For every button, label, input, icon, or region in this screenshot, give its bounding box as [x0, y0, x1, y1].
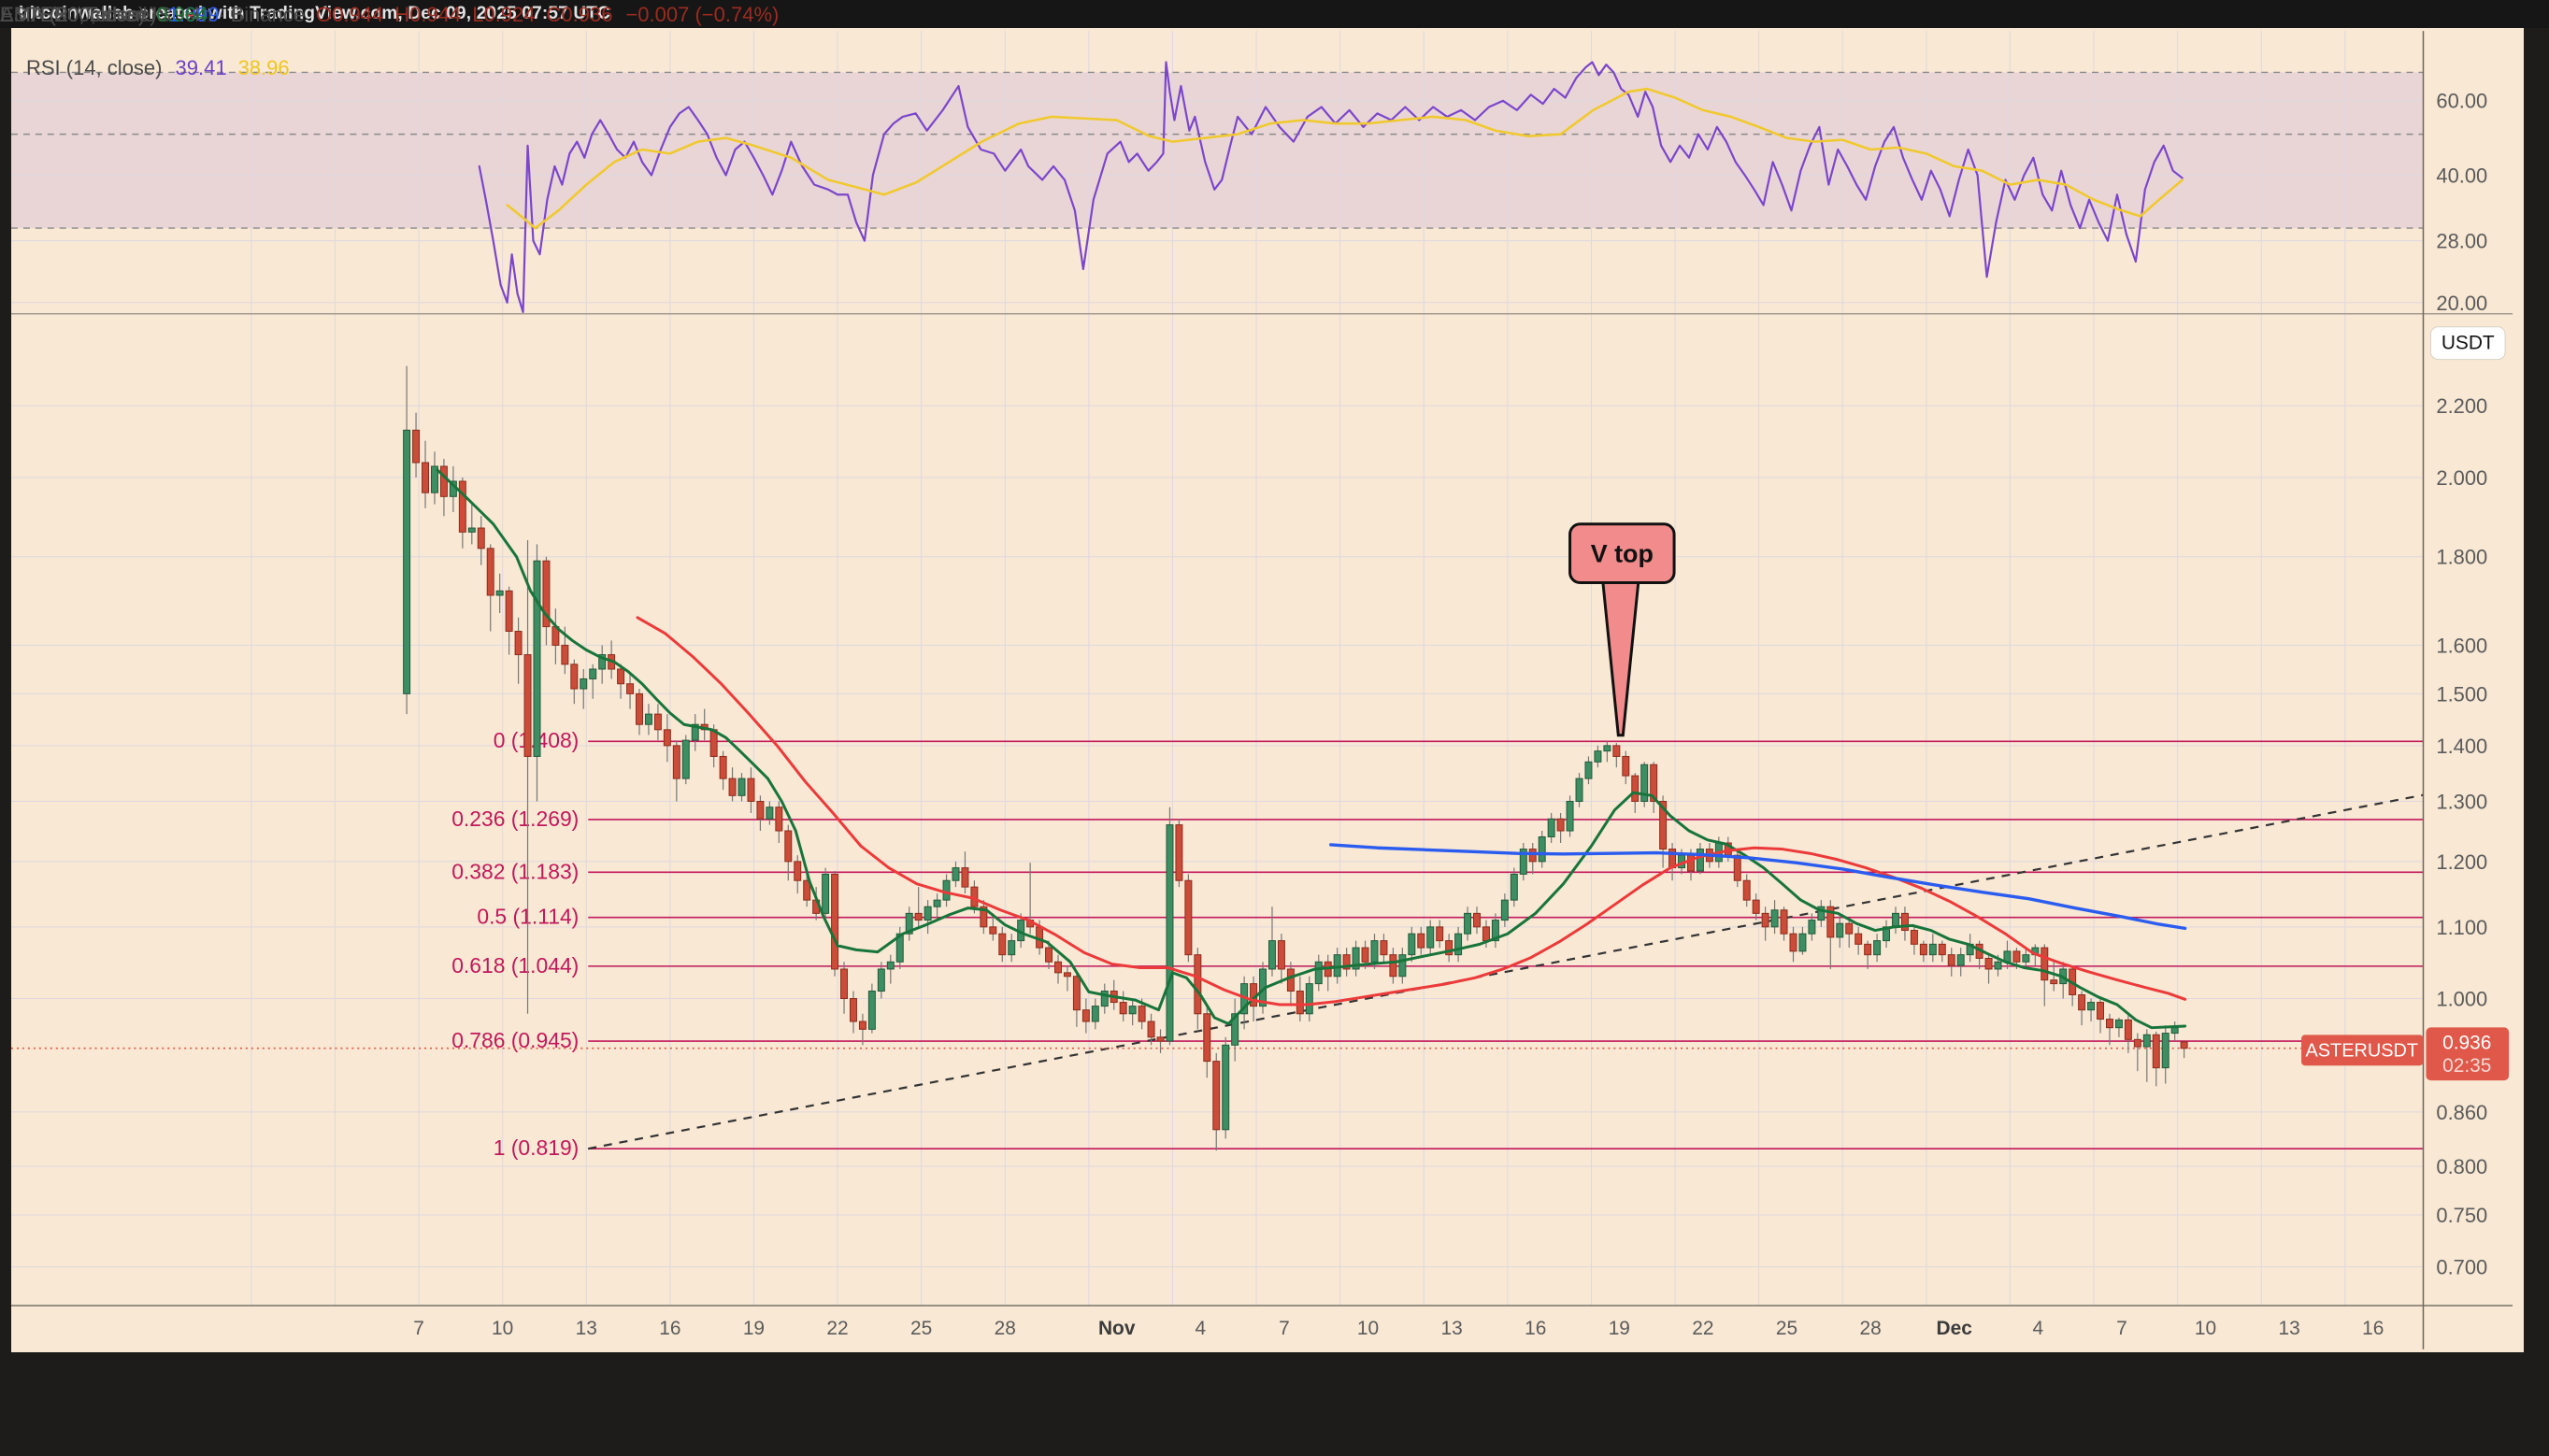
symbol-legend-row[interactable]: ASTER / TetherUS · 4h · Binance O0.944 H0.…	[0, 0, 779, 29]
symbol-tag-text: ASTERUSDT	[2305, 1040, 2418, 1061]
svg-text:0.618 (1.044): 0.618 (1.044)	[451, 953, 579, 978]
svg-text:16: 16	[1525, 1318, 1546, 1339]
svg-text:1 (0.819): 1 (0.819)	[494, 1135, 580, 1160]
svg-text:19: 19	[1609, 1318, 1630, 1339]
svg-text:60.00: 60.00	[2436, 90, 2487, 113]
rsi-legend-name: RSI (14, close)	[26, 56, 163, 79]
svg-text:0.382 (1.183): 0.382 (1.183)	[451, 859, 579, 883]
ohlc-low: L0.924	[472, 3, 536, 26]
ema-overlays	[436, 468, 2187, 1030]
svg-text:2.200: 2.200	[2436, 394, 2487, 418]
svg-text:Nov: Nov	[1098, 1318, 1136, 1339]
ema20-value: 0.964	[156, 3, 208, 26]
svg-text:1.500: 1.500	[2436, 682, 2487, 706]
svg-text:0.236 (1.269): 0.236 (1.269)	[451, 807, 579, 831]
svg-text:28: 28	[1859, 1318, 1881, 1339]
svg-text:1.400: 1.400	[2436, 735, 2487, 758]
svg-text:28: 28	[995, 1318, 1016, 1339]
bar-countdown: 02:35	[2442, 1055, 2491, 1077]
ema200-value: 1.099	[167, 3, 220, 26]
rsi-band-lines	[11, 71, 2424, 229]
candlestick-series	[403, 365, 2188, 1151]
svg-text:0.860: 0.860	[2436, 1101, 2487, 1124]
symbol-price-label: ASTERUSDT	[2301, 1035, 2424, 1066]
svg-text:16: 16	[2362, 1318, 2384, 1339]
ema50-value: 0.999	[156, 3, 208, 26]
svg-text:19: 19	[743, 1318, 765, 1339]
svg-text:1.800: 1.800	[2436, 546, 2487, 569]
svg-text:1.600: 1.600	[2436, 634, 2487, 657]
axis-labels[interactable]: 60.00 40.00 28.00 20.00 2.200 2.000 1.800 1.600…	[413, 90, 2487, 1339]
svg-text:2.000: 2.000	[2436, 466, 2487, 490]
usdt-button[interactable]: USDT	[2429, 326, 2506, 361]
rsi-legend[interactable]: RSI (14, close) 39.41 38.96	[26, 56, 290, 80]
svg-text:0.800: 0.800	[2436, 1155, 2487, 1178]
rsi-value: 39.41	[175, 56, 227, 79]
svg-text:13: 13	[576, 1318, 597, 1339]
symbol-title: ASTER / TetherUS · 4h · Binance	[0, 3, 306, 26]
svg-text:0.700: 0.700	[2436, 1255, 2487, 1278]
svg-text:4: 4	[2033, 1318, 2044, 1339]
chart-canvas[interactable]: 0 (1.408)0.236 (1.269)0.382 (1.183)0.5 (…	[11, 28, 2524, 1352]
svg-text:1.300: 1.300	[2436, 790, 2487, 813]
rsi-ma-value: 38.96	[237, 56, 290, 79]
svg-text:0.750: 0.750	[2436, 1204, 2487, 1227]
svg-text:10: 10	[492, 1318, 513, 1339]
svg-text:10: 10	[1357, 1318, 1379, 1339]
ohlc-close: C0.936	[546, 3, 613, 26]
vtop-annotation[interactable]: V top	[1568, 522, 1676, 737]
svg-text:10: 10	[2195, 1318, 2216, 1339]
svg-text:25: 25	[910, 1318, 932, 1339]
change-value: −0.007 (−0.74%)	[625, 3, 780, 26]
svg-text:22: 22	[1692, 1318, 1713, 1339]
svg-text:16: 16	[659, 1318, 680, 1339]
svg-text:13: 13	[2278, 1318, 2299, 1339]
svg-text:25: 25	[1776, 1318, 1797, 1339]
svg-text:20.00: 20.00	[2436, 292, 2487, 315]
svg-text:Dec: Dec	[1937, 1318, 1972, 1339]
ohlc-open: O0.944	[316, 3, 384, 26]
svg-text:7: 7	[1279, 1318, 1290, 1339]
grid-lines	[11, 31, 2424, 1306]
footer-bar: TradingView	[0, 1352, 2549, 1456]
vtop-box	[1568, 522, 1676, 585]
ohlc-high: H0.944	[394, 3, 462, 26]
svg-text:7: 7	[413, 1318, 424, 1339]
ema50-label: EMA (50, close)	[0, 3, 146, 26]
attribution-bar: bitcoinwallah created with TradingView.c…	[0, 0, 2549, 28]
svg-text:1.100: 1.100	[2436, 916, 2487, 939]
svg-text:1.200: 1.200	[2436, 850, 2487, 874]
svg-text:4: 4	[1196, 1318, 1207, 1339]
svg-text:40.00: 40.00	[2436, 164, 2487, 187]
trendline-dashed[interactable]	[588, 793, 2424, 1150]
last-price-value: 0.936	[2442, 1032, 2491, 1053]
svg-text:13: 13	[1440, 1318, 1462, 1339]
pane-backgrounds	[11, 31, 2513, 1349]
ema20-legend-row[interactable]: EMA (20, close) 0.964	[0, 0, 208, 29]
rsi-lines	[478, 61, 2184, 314]
ema200-legend-row[interactable]: EMA (200, close) 1.099	[0, 0, 220, 29]
usdt-button-label: USDT	[2442, 333, 2495, 354]
attribution-text: bitcoinwallah created with TradingView.c…	[19, 4, 611, 23]
svg-text:7: 7	[2116, 1318, 2127, 1339]
pane-separators	[11, 31, 2513, 1349]
svg-text:22: 22	[826, 1318, 848, 1339]
vtop-text: V top	[1591, 540, 1654, 568]
svg-text:28.00: 28.00	[2436, 230, 2487, 253]
ema50-legend-row[interactable]: EMA (50, close) 0.999	[0, 0, 208, 29]
svg-text:1.000: 1.000	[2436, 987, 2487, 1010]
ema200-label: EMA (200, close)	[0, 3, 157, 26]
last-price-tag: 0.936 02:35	[2426, 1027, 2510, 1081]
ema20-label: EMA (20, close)	[0, 3, 146, 26]
